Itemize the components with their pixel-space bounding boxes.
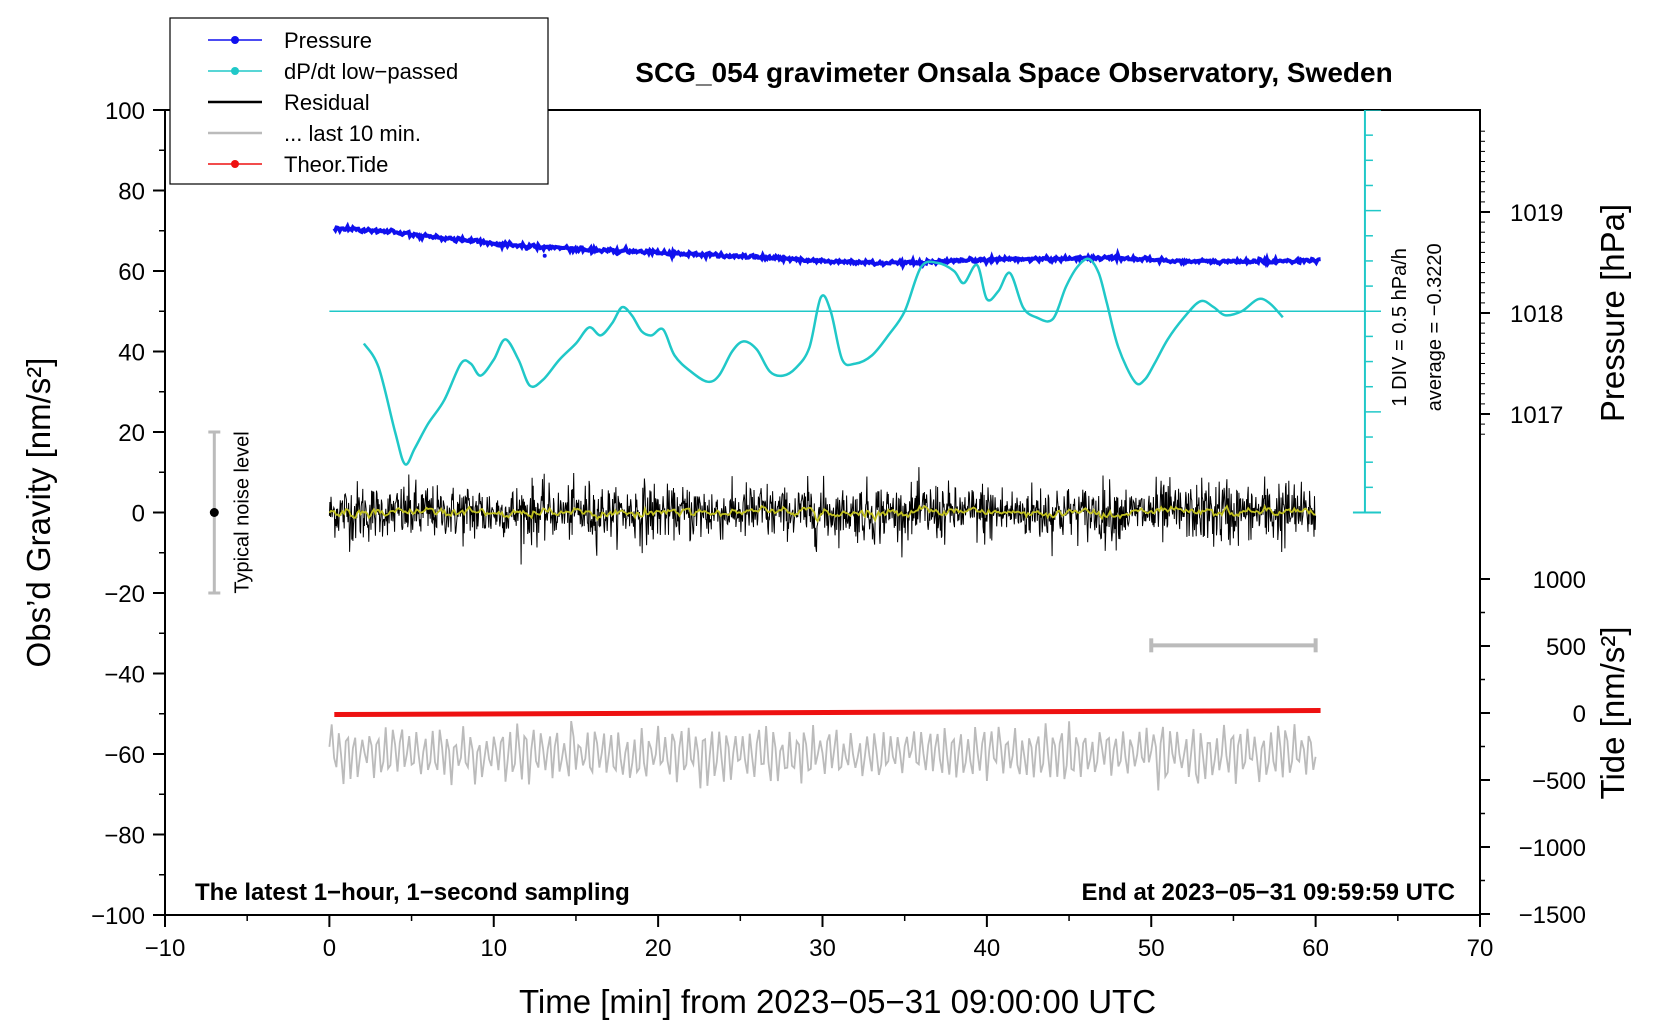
pressure-tick-label: 1018: [1510, 301, 1563, 328]
y-tick-label: 0: [132, 501, 145, 528]
y-axis-title-left: Obs’d Gravity [nm/s²]: [20, 358, 57, 668]
dpdt-avg-label: average = −0.3220: [1424, 243, 1446, 411]
annotation-end-time: End at 2023−05−31 09:59:59 UTC: [1081, 879, 1455, 906]
tide-tick-label: −1000: [1519, 835, 1586, 862]
x-axis-title: Time [min] from 2023−05−31 09:00:00 UTC: [519, 983, 1156, 1020]
legend-label: dP/dt low−passed: [284, 59, 458, 84]
tide-tick-label: 0: [1573, 701, 1586, 728]
chart-title: SCG_054 gravimeter Onsala Space Observat…: [635, 57, 1392, 88]
legend: Pressure dP/dt low−passed Residual ... last…: [169, 17, 549, 185]
legend-swatch-marker: [231, 67, 239, 75]
y-tick-label: −40: [104, 662, 145, 689]
pressure-outlier: [524, 246, 529, 251]
x-tick-label: −10: [145, 935, 186, 962]
x-tick-label: 60: [1302, 935, 1329, 962]
y-tick-label: −100: [91, 903, 145, 930]
noise-label: Typical noise level: [231, 431, 253, 593]
plot-area: −10 0 10 20 30 40 50 60 70100806040200−20−40−60−…: [20, 98, 1631, 1020]
last-10-min-line: [328, 720, 1317, 791]
y-tick-label: −80: [104, 823, 145, 850]
pressure-tick-label: 1019: [1510, 200, 1563, 227]
x-tick-label: 20: [645, 935, 672, 962]
y-tick-label: 80: [118, 179, 145, 206]
pressure-outlier: [532, 244, 537, 249]
x-tick-label: 40: [974, 935, 1001, 962]
tide-tick-label: 500: [1546, 634, 1586, 661]
tide-tick-label: −500: [1532, 768, 1586, 795]
legend-label: Pressure: [284, 28, 372, 53]
legend-label: ... last 10 min.: [284, 121, 421, 146]
x-tick-label: 70: [1467, 935, 1494, 962]
tide-tick-label: 1000: [1533, 567, 1586, 594]
tide-line: [334, 708, 1321, 718]
annotation-sampling: The latest 1−hour, 1−second sampling: [195, 879, 630, 906]
y-axis-title-pressure: Pressure [hPa]: [1594, 204, 1631, 422]
y-tick-label: −20: [104, 581, 145, 608]
y-tick-label: 40: [118, 340, 145, 367]
residual-smoothed-line: [328, 503, 1316, 523]
legend-label: Theor.Tide: [284, 152, 388, 177]
pressure-outlier: [542, 253, 547, 258]
pressure-tick-label: 1017: [1510, 402, 1563, 429]
legend-label: Residual: [284, 90, 370, 115]
x-tick-label: 0: [323, 935, 336, 962]
y-axis-title-tide: Tide [nm/s²]: [1594, 627, 1631, 800]
legend-swatch-marker: [231, 36, 239, 44]
dpdt-div-label: 1 DIV = 0.5 hPa/h: [1389, 248, 1411, 406]
tide-tick-label: −1500: [1519, 902, 1586, 929]
y-tick-label: 60: [118, 259, 145, 286]
noise-center-dot: [209, 508, 219, 517]
x-tick-label: 50: [1138, 935, 1165, 962]
x-tick-label: 30: [809, 935, 836, 962]
pressure-line: [332, 221, 1321, 272]
y-tick-label: −60: [104, 742, 145, 769]
y-tick-label: 20: [118, 420, 145, 447]
plot-series: [208, 110, 1381, 791]
dpdt-line: [362, 257, 1284, 466]
y-tick-label: 100: [105, 98, 145, 125]
x-tick-label: 10: [480, 935, 507, 962]
legend-swatch-marker: [231, 160, 239, 168]
